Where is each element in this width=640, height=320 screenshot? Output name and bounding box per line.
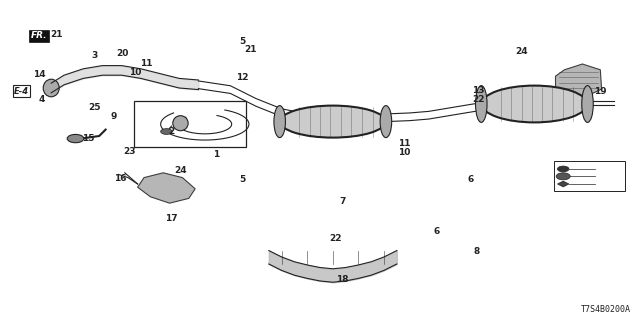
- Text: 19: 19: [594, 87, 607, 96]
- Ellipse shape: [280, 106, 385, 138]
- Text: 27: 27: [597, 180, 610, 188]
- Text: 26: 26: [597, 172, 610, 181]
- Ellipse shape: [173, 116, 188, 131]
- Circle shape: [67, 134, 84, 143]
- Text: E-4: E-4: [14, 87, 29, 96]
- Text: 16: 16: [114, 174, 127, 183]
- Text: 17: 17: [165, 214, 178, 223]
- FancyBboxPatch shape: [134, 101, 246, 147]
- Text: 21: 21: [244, 45, 257, 54]
- Text: 11: 11: [398, 139, 411, 148]
- Text: 11: 11: [140, 59, 152, 68]
- Text: 5: 5: [239, 37, 245, 46]
- Ellipse shape: [274, 106, 285, 138]
- Text: 20: 20: [116, 49, 129, 58]
- Text: 22: 22: [330, 234, 342, 243]
- Ellipse shape: [380, 106, 392, 138]
- Text: 21: 21: [50, 30, 63, 39]
- Text: 22: 22: [472, 95, 485, 104]
- Text: 2: 2: [168, 127, 175, 136]
- Ellipse shape: [476, 86, 487, 123]
- Text: FR.: FR.: [31, 31, 47, 40]
- Polygon shape: [556, 64, 602, 96]
- FancyBboxPatch shape: [554, 161, 625, 191]
- Polygon shape: [138, 173, 195, 203]
- Ellipse shape: [582, 86, 593, 123]
- Text: 9: 9: [111, 112, 117, 121]
- Text: 7: 7: [339, 197, 346, 206]
- Text: 15: 15: [82, 134, 95, 143]
- Text: 18: 18: [336, 276, 349, 284]
- Text: 13: 13: [472, 86, 485, 95]
- Text: 4: 4: [38, 95, 45, 104]
- Text: 10: 10: [129, 68, 142, 77]
- Text: 14: 14: [33, 70, 46, 79]
- Text: 3: 3: [92, 51, 98, 60]
- Circle shape: [557, 166, 569, 172]
- Text: 6: 6: [467, 175, 474, 184]
- Text: 24: 24: [515, 47, 528, 56]
- Text: 5: 5: [597, 164, 604, 173]
- Text: 8: 8: [474, 247, 480, 256]
- Text: 1: 1: [213, 150, 220, 159]
- Text: 24: 24: [174, 166, 187, 175]
- Text: 5: 5: [239, 175, 245, 184]
- Text: 12: 12: [236, 73, 248, 82]
- Text: 10: 10: [398, 148, 411, 157]
- Circle shape: [161, 129, 172, 134]
- Text: T7S4B0200A: T7S4B0200A: [580, 305, 630, 314]
- Circle shape: [556, 173, 570, 180]
- Text: 6: 6: [433, 227, 440, 236]
- Text: 25: 25: [88, 103, 101, 112]
- Ellipse shape: [44, 79, 60, 97]
- Text: 23: 23: [123, 147, 136, 156]
- Ellipse shape: [481, 86, 588, 123]
